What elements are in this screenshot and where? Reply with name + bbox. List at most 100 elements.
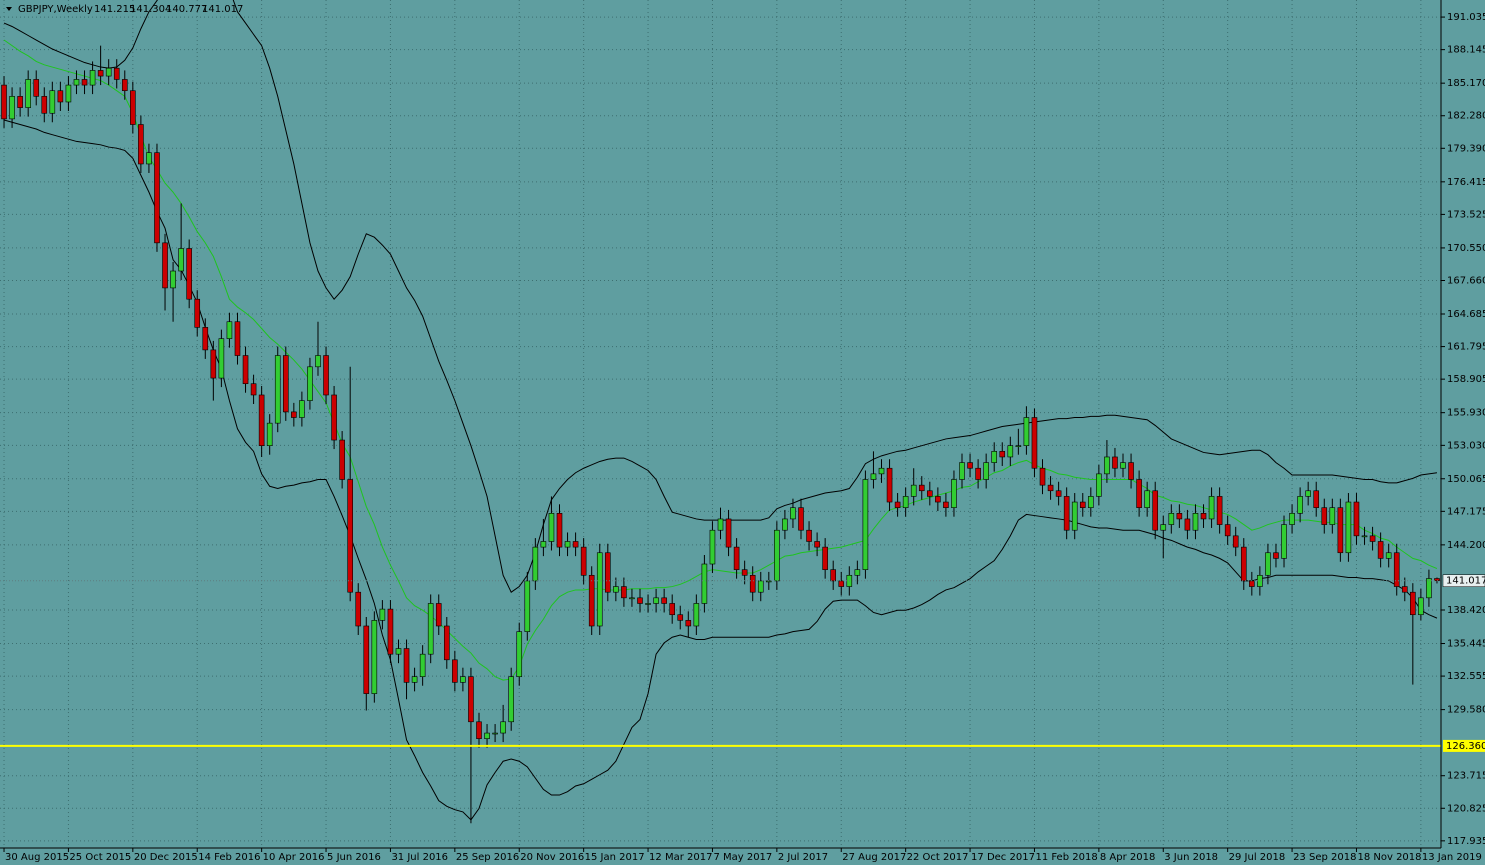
x-tick-label: 29 Jul 2018 [1229,852,1286,863]
candle-body [1410,591,1416,616]
candle-body [1039,467,1046,486]
x-tick-label: 30 Aug 2015 [5,852,69,863]
plot-area [0,0,1441,824]
x-tick-label: 15 Jan 2017 [585,852,645,863]
candle-body [234,321,241,356]
candle-body [226,321,233,339]
current-price-label: 141.017 [1446,576,1485,587]
candle-body [323,355,329,396]
candle-body [242,355,249,385]
candle-body [1224,524,1231,537]
candle-body [105,67,112,77]
candle-body [951,479,957,508]
candle-body [1031,417,1038,469]
x-tick-label: 31 Jul 2016 [391,852,448,863]
candle-body [1192,513,1199,531]
candle-body [419,653,426,678]
candle-body [999,451,1006,458]
candle-body [927,490,933,497]
candle-body [1426,578,1432,599]
candle-body [468,676,474,723]
candle-body [1401,586,1408,593]
candle-body [1071,501,1078,531]
candle-body [613,586,619,593]
candle-body [822,546,828,570]
candle-body [894,501,901,508]
y-tick-label: 173.525 [1447,209,1485,220]
x-tick-label: 23 Sep 2018 [1293,852,1356,863]
y-tick-label: 129.580 [1447,705,1485,716]
symbol-title: GBPJPY,Weekly [18,4,93,15]
y-tick-label: 132.555 [1447,671,1485,682]
x-tick-label: 5 Jun 2016 [327,852,381,863]
candle-body [854,569,861,576]
candle-body [588,574,595,627]
y-tick-label: 150.065 [1447,474,1485,485]
candle-body [532,546,539,582]
candle-body [460,676,466,683]
candle-body [1176,513,1183,520]
x-tick-label: 13 Jan 2019 [1422,852,1482,863]
y-tick-label: 179.390 [1447,143,1485,154]
indicator-line [3,119,1438,821]
candle-body [717,518,724,531]
candle-body [902,496,909,508]
menu-arrow[interactable] [6,7,12,11]
y-tick-label: 147.175 [1447,506,1485,517]
candle-body [379,608,386,621]
x-tick-label: 3 Jun 2018 [1164,852,1218,863]
candle-body [443,625,450,661]
candle-body [1120,462,1126,469]
candle-body [194,298,201,328]
x-tick-label: 25 Oct 2015 [69,852,131,863]
candle-body [870,473,877,480]
candle-body [315,355,321,368]
x-tick-label: 22 Oct 2017 [907,852,969,863]
candle-body [1128,462,1134,480]
candle-body [1273,552,1279,559]
price-level-label: 126.360 [1446,741,1485,752]
candle-body [556,513,563,548]
y-tick-label: 123.715 [1447,771,1485,782]
candle-body [1112,456,1118,469]
candle-body [1434,578,1440,582]
candle-body [435,603,442,627]
candle-body [1063,496,1070,531]
candle-body [798,507,804,531]
x-tick-label: 7 May 2017 [713,852,772,863]
candle-body [1329,507,1336,525]
y-tick-label: 191.035 [1447,12,1485,23]
y-tick-label: 153.030 [1447,440,1485,451]
candle-body [331,394,337,441]
candle-body [291,411,297,418]
candle-body [178,248,184,272]
candle-body [645,603,651,605]
indicator-line [3,39,1438,681]
y-tick-label: 117.935 [1447,836,1485,847]
x-tick-label: 20 Dec 2015 [134,852,198,863]
y-tick-label: 170.550 [1447,243,1485,254]
candle-body [1168,513,1175,525]
candle-body [162,242,168,289]
candle-body [9,96,15,120]
candle-body [621,586,627,599]
candle-body [1305,490,1311,497]
ohlc-open: 141.215 [94,4,135,15]
candle-body [33,79,40,97]
candle-body [1232,535,1239,548]
y-tick-label: 164.685 [1447,309,1485,320]
y-tick-label: 167.660 [1447,275,1485,286]
candle-body [629,597,635,600]
candle-body [49,90,56,114]
candle-body [1385,552,1392,559]
candle-body [347,479,353,593]
candle-body [564,541,571,548]
x-tick-label: 2 Jul 2017 [778,852,828,863]
candle-body [967,462,973,469]
candle-body [983,462,989,480]
y-tick-label: 155.930 [1447,408,1485,419]
candle-body [1249,580,1255,587]
x-tick-label: 10 Apr 2016 [263,852,325,863]
candle-body [693,603,700,627]
